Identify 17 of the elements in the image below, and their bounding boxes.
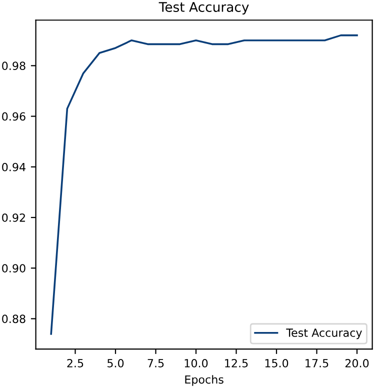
- x-tick-label: 5.0: [108, 358, 124, 368]
- y-tick-label: 0.94: [2, 162, 26, 172]
- x-axis-title: Epochs: [185, 375, 224, 386]
- x-tick-label: 17.5: [306, 359, 328, 368]
- y-tick-label: 0.88: [2, 314, 26, 324]
- y-tick-label: 0.90: [2, 264, 26, 272]
- chart-title: Test Accuracy: [158, 2, 249, 15]
- y-tick-label: 0.98: [2, 62, 26, 70]
- x-tick-label: 12.5: [225, 358, 248, 368]
- x-tick-label: 2.5: [67, 358, 84, 368]
- y-tick-label: 0.92: [2, 213, 25, 222]
- x-tick-label: 10.0: [184, 358, 208, 368]
- x-tick-label: 20.0: [345, 358, 369, 368]
- y-tick-label: 0.96: [2, 112, 26, 121]
- legend-label: Test Accuracy: [286, 328, 362, 340]
- x-tick-label: 15.0: [265, 358, 288, 368]
- x-tick-label: 7.5: [148, 359, 164, 368]
